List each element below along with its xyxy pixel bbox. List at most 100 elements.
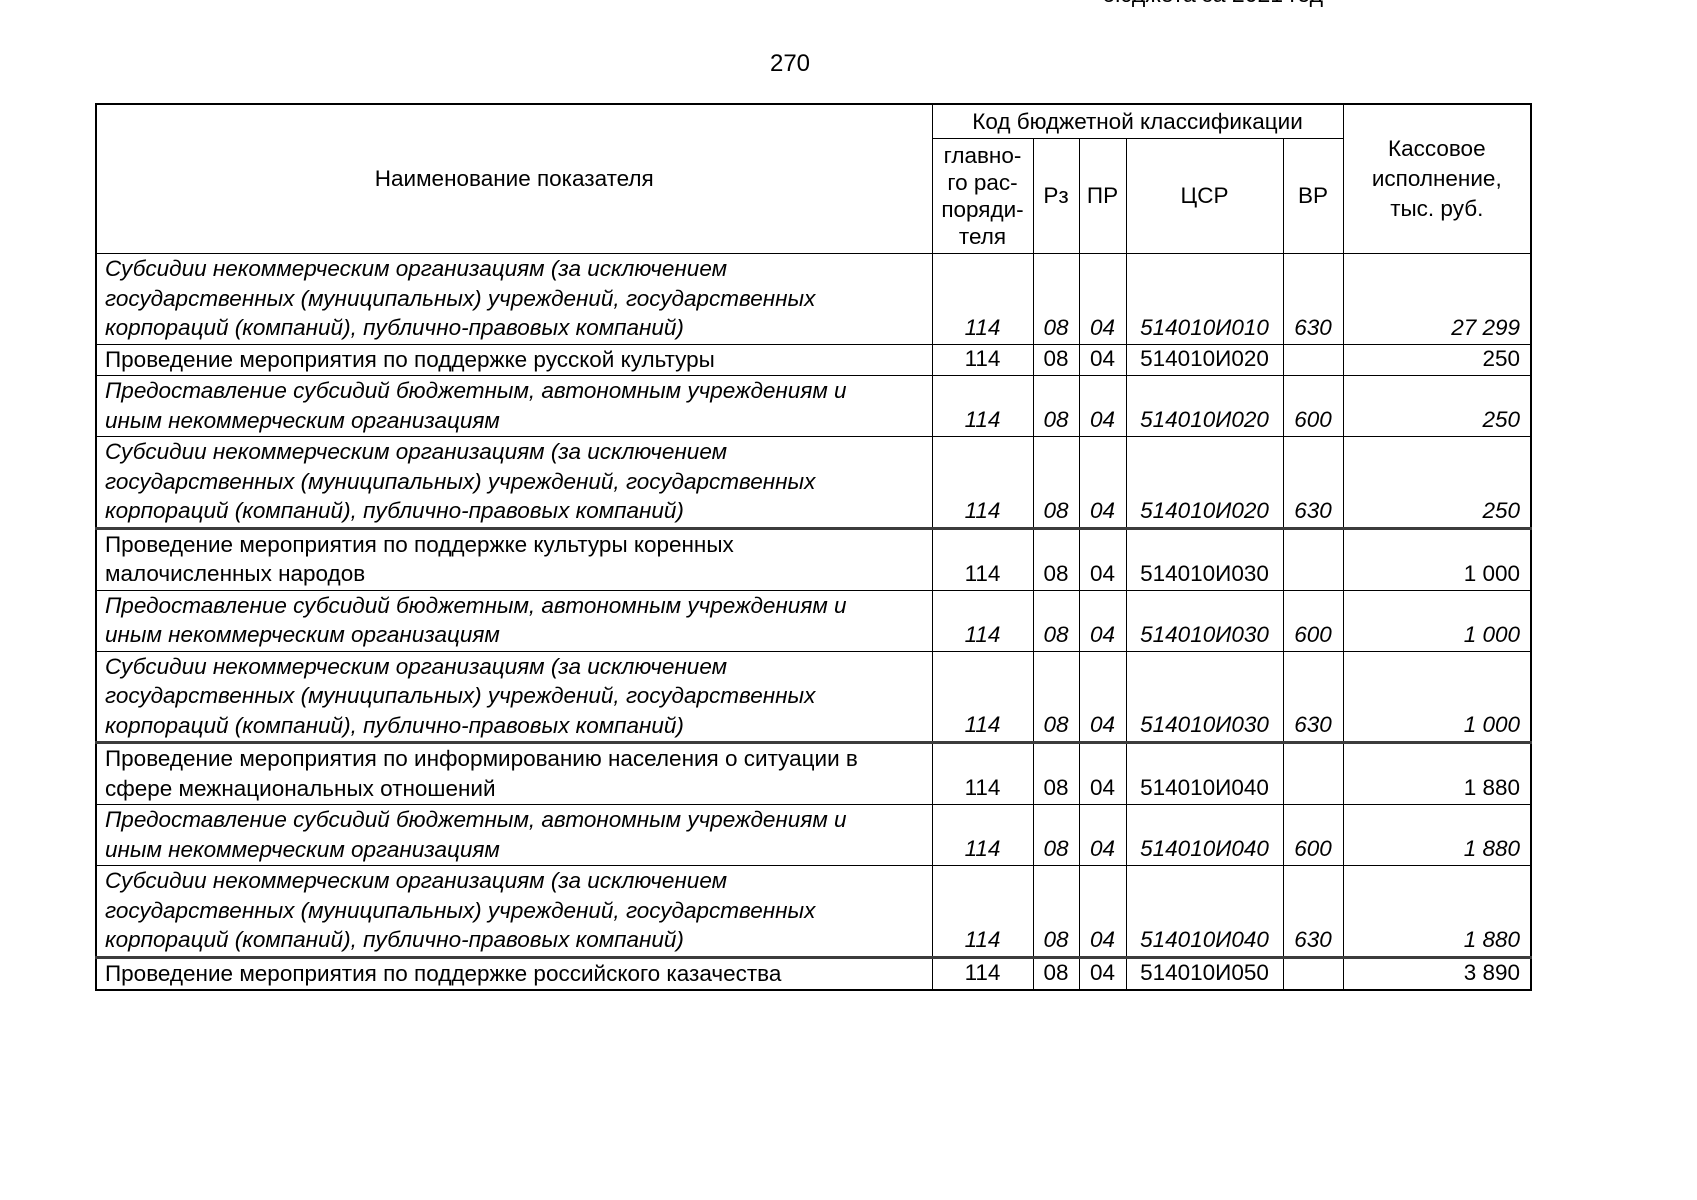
pr-code-cell: 04 — [1078, 865, 1127, 958]
indicator-name-cell: Субсидии некоммерческим организациям (за… — [95, 650, 933, 743]
rz-code-cell: 08 — [1032, 589, 1080, 652]
grbs-code-cell: 114 — [931, 650, 1034, 743]
cash-execution-cell: 250 — [1342, 375, 1532, 437]
indicator-name-cell: Субсидии некоммерческим организациям (за… — [95, 253, 933, 345]
pr-code-cell: 04 — [1078, 741, 1127, 805]
csr-code-cell: 514010И030 — [1125, 589, 1284, 652]
grbs-code-cell: 114 — [931, 343, 1034, 376]
grbs-code-cell: 114 — [931, 375, 1034, 437]
csr-code-cell: 514010И040 — [1125, 741, 1284, 805]
cash-execution-cell: 1 880 — [1342, 741, 1532, 805]
csr-code-cell: 514010И040 — [1125, 804, 1284, 866]
rz-code-cell: 08 — [1032, 375, 1080, 437]
grbs-code-cell: 114 — [931, 865, 1034, 958]
vr-code-cell: 600 — [1282, 375, 1344, 437]
csr-code-cell: 514010И030 — [1125, 526, 1284, 591]
table-row: Проведение мероприятия по информированию… — [95, 741, 1532, 805]
col-header-indicator-name: Наименование показателя — [95, 103, 933, 254]
cash-execution-cell: 1 000 — [1342, 526, 1532, 591]
table-row: Проведение мероприятия по поддержке куль… — [95, 526, 1532, 591]
vr-code-cell: 600 — [1282, 589, 1344, 652]
budget-table: Наименование показателя Код бюджетной кл… — [95, 103, 1533, 991]
table-row: Проведение мероприятия по поддержке росс… — [95, 955, 1532, 991]
vr-code-cell — [1282, 741, 1344, 805]
cash-execution-cell: 1 000 — [1342, 589, 1532, 652]
rz-code-cell: 08 — [1032, 253, 1080, 345]
col-header-pr: ПР — [1078, 138, 1127, 254]
csr-code-cell: 514010И030 — [1125, 650, 1284, 743]
vr-code-cell — [1282, 526, 1344, 591]
vr-code-cell — [1282, 955, 1344, 991]
csr-code-cell: 514010И050 — [1125, 955, 1284, 991]
indicator-name-cell: Проведение мероприятия по поддержке росс… — [95, 955, 933, 991]
table-row: Предоставление субсидий бюджетным, автон… — [95, 589, 1532, 652]
col-header-vr: ВР — [1282, 138, 1344, 254]
page-number: 270 — [769, 50, 811, 77]
pr-code-cell: 04 — [1078, 526, 1127, 591]
pr-code-cell: 04 — [1078, 650, 1127, 743]
cash-execution-cell: 1 880 — [1342, 804, 1532, 866]
col-header-cash-execution: Кассовое исполнение, тыс. руб. — [1342, 103, 1532, 254]
vr-code-cell — [1282, 343, 1344, 376]
csr-code-cell: 514010И020 — [1125, 375, 1284, 437]
vr-code-cell: 630 — [1282, 436, 1344, 529]
rz-code-cell: 08 — [1032, 804, 1080, 866]
indicator-name-cell: Проведение мероприятия по информированию… — [95, 741, 933, 805]
csr-code-cell: 514010И010 — [1125, 253, 1284, 345]
rz-code-cell: 08 — [1032, 865, 1080, 958]
table-row: Субсидии некоммерческим организациям (за… — [95, 436, 1532, 529]
cash-execution-cell: 250 — [1342, 436, 1532, 529]
rz-code-cell: 08 — [1032, 436, 1080, 529]
grbs-code-cell: 114 — [931, 526, 1034, 591]
table-header: Наименование показателя Код бюджетной кл… — [95, 103, 1532, 254]
pr-code-cell: 04 — [1078, 955, 1127, 991]
table-row: Субсидии некоммерческим организациям (за… — [95, 253, 1532, 345]
grbs-code-cell: 114 — [931, 589, 1034, 652]
clipped-header-text: бюджета за 2021 год — [1102, 0, 1362, 7]
table-row: Предоставление субсидий бюджетным, автон… — [95, 804, 1532, 866]
indicator-name-cell: Предоставление субсидий бюджетным, автон… — [95, 804, 933, 866]
indicator-name-cell: Проведение мероприятия по поддержке русс… — [95, 343, 933, 376]
pr-code-cell: 04 — [1078, 253, 1127, 345]
table-row: Предоставление субсидий бюджетным, автон… — [95, 375, 1532, 437]
pr-code-cell: 04 — [1078, 343, 1127, 376]
csr-code-cell: 514010И040 — [1125, 865, 1284, 958]
cash-execution-cell: 1 880 — [1342, 865, 1532, 958]
rz-code-cell: 08 — [1032, 526, 1080, 591]
indicator-name-cell: Предоставление субсидий бюджетным, автон… — [95, 589, 933, 652]
csr-code-cell: 514010И020 — [1125, 436, 1284, 529]
col-header-rz: Рз — [1032, 138, 1080, 254]
vr-code-cell: 600 — [1282, 804, 1344, 866]
vr-code-cell: 630 — [1282, 253, 1344, 345]
cash-execution-cell: 3 890 — [1342, 955, 1532, 991]
vr-code-cell: 630 — [1282, 650, 1344, 743]
cash-execution-cell: 250 — [1342, 343, 1532, 376]
grbs-code-cell: 114 — [931, 253, 1034, 345]
pr-code-cell: 04 — [1078, 375, 1127, 437]
indicator-name-cell: Субсидии некоммерческим организациям (за… — [95, 436, 933, 529]
clipped-header-fragment: бюджета за 2021 год — [1102, 0, 1362, 7]
indicator-name-cell: Проведение мероприятия по поддержке куль… — [95, 526, 933, 591]
vr-code-cell: 630 — [1282, 865, 1344, 958]
table-row: Субсидии некоммерческим организациям (за… — [95, 865, 1532, 958]
pr-code-cell: 04 — [1078, 436, 1127, 529]
rz-code-cell: 08 — [1032, 343, 1080, 376]
col-header-grbs: главно- го рас- поряди- теля — [931, 138, 1034, 254]
cash-execution-cell: 1 000 — [1342, 650, 1532, 743]
rz-code-cell: 08 — [1032, 650, 1080, 743]
indicator-name-cell: Предоставление субсидий бюджетным, автон… — [95, 375, 933, 437]
table-row: Проведение мероприятия по поддержке русс… — [95, 343, 1532, 376]
col-header-csr: ЦСР — [1125, 138, 1284, 254]
pr-code-cell: 04 — [1078, 804, 1127, 866]
grbs-code-cell: 114 — [931, 804, 1034, 866]
col-header-budget-code-group: Код бюджетной классификации — [931, 103, 1344, 139]
csr-code-cell: 514010И020 — [1125, 343, 1284, 376]
rz-code-cell: 08 — [1032, 741, 1080, 805]
grbs-code-cell: 114 — [931, 436, 1034, 529]
grbs-code-cell: 114 — [931, 955, 1034, 991]
pr-code-cell: 04 — [1078, 589, 1127, 652]
table-row: Субсидии некоммерческим организациям (за… — [95, 650, 1532, 743]
cash-execution-cell: 27 299 — [1342, 253, 1532, 345]
table-body: Субсидии некоммерческим организациям (за… — [95, 253, 1532, 991]
